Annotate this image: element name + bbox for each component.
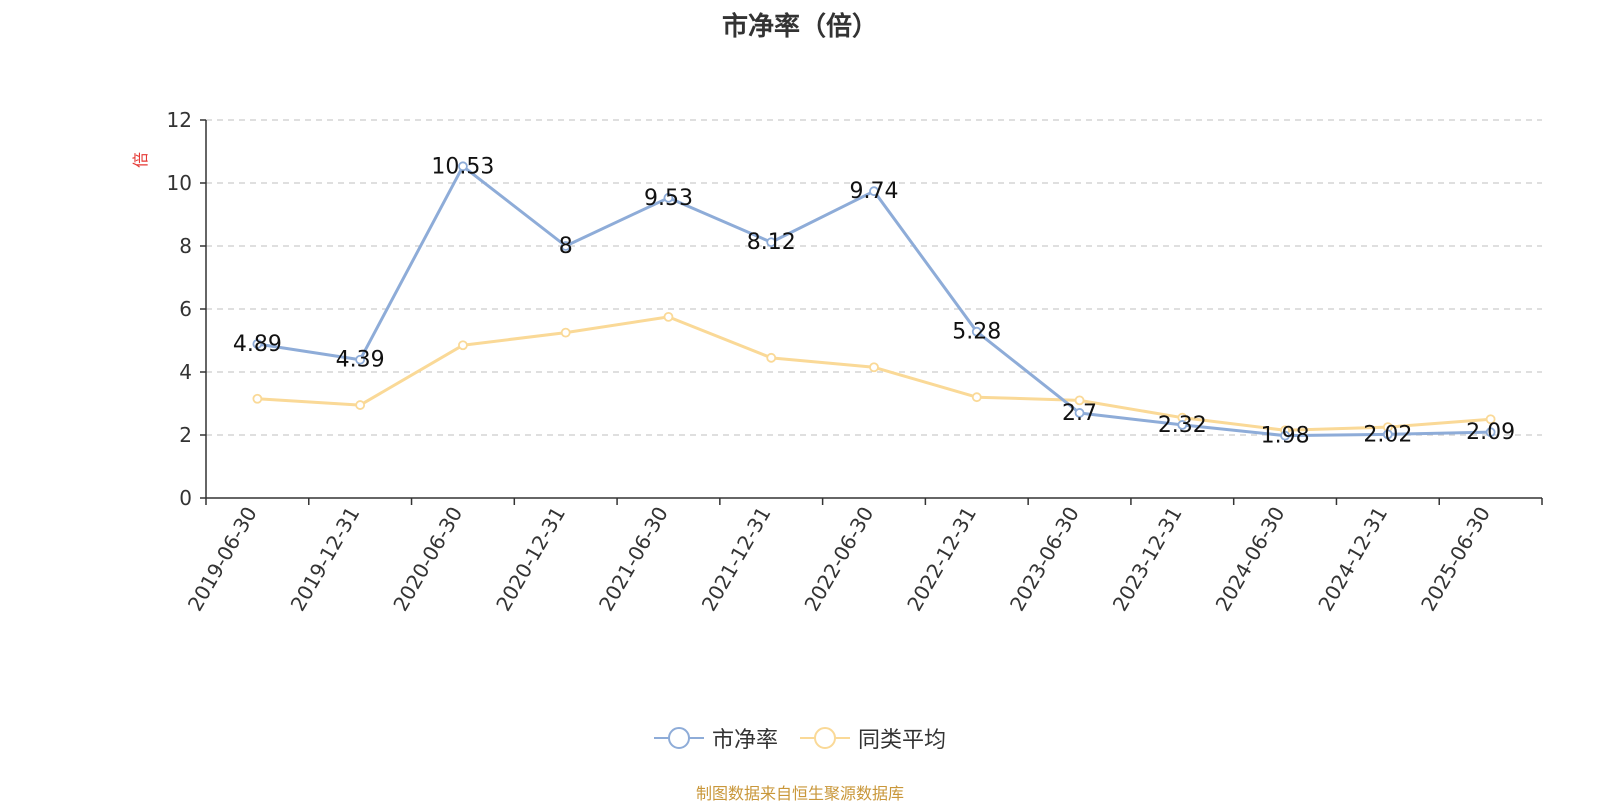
- legend-line-marker-icon: [653, 727, 704, 749]
- y-tick-label-0: 0: [179, 486, 192, 510]
- data-label-2: 10.53: [431, 154, 494, 179]
- data-point-s0-2[interactable]: [458, 161, 468, 172]
- x-tick-label-2: 2020-06-30: [388, 503, 467, 616]
- legend-label: 同类平均: [858, 728, 947, 753]
- data-point-s0-6[interactable]: [869, 186, 879, 197]
- data-label-0: 4.89: [233, 332, 282, 357]
- x-tick-label-4: 2021-06-30: [594, 503, 673, 616]
- data-label-6: 9.74: [850, 179, 899, 204]
- data-point-s0-1[interactable]: [355, 354, 366, 365]
- x-tick-label-10: 2024-06-30: [1211, 503, 1290, 616]
- data-point-s1-3[interactable]: [560, 327, 571, 338]
- data-point-s0-0[interactable]: [252, 339, 263, 349]
- y-tick-label-1: 2: [179, 423, 192, 447]
- y-tick-label-6: 12: [167, 108, 192, 132]
- data-point-s0-3[interactable]: [560, 241, 571, 251]
- x-tick-label-0: 2019-06-30: [183, 503, 262, 616]
- data-point-s0-5[interactable]: [766, 237, 777, 248]
- data-label-4: 9.53: [644, 186, 693, 211]
- data-source-note: 制图数据来自恒生聚源数据库: [695, 784, 904, 803]
- legend: 市净率 同类平均: [0, 722, 1600, 754]
- data-point-s1-7[interactable]: [971, 392, 982, 403]
- legend-line-marker-icon: [800, 727, 850, 749]
- series-line-0: [257, 164, 1491, 438]
- data-point-s1-1[interactable]: [355, 400, 366, 410]
- data-point-s0-7[interactable]: [971, 326, 982, 337]
- chart-title: 市净率（倍）: [721, 12, 878, 42]
- data-label-7: 5.28: [952, 320, 1001, 345]
- legend-label: 市净率: [711, 728, 778, 753]
- x-tick-label-9: 2023-12-31: [1108, 503, 1187, 616]
- data-point-s1-4[interactable]: [663, 311, 674, 322]
- x-tick-label-5: 2021-12-31: [697, 503, 776, 616]
- grid-lines: [206, 119, 1542, 436]
- data-point-s1-5[interactable]: [766, 352, 777, 363]
- data-label-12: 2.09: [1466, 420, 1515, 445]
- legend-item-series-1[interactable]: 同类平均: [800, 722, 946, 754]
- series-lines: [252, 161, 1496, 441]
- data-label-9: 2.32: [1158, 413, 1207, 438]
- data-point-s0-11[interactable]: [1382, 429, 1393, 440]
- data-point-s1-12[interactable]: [1485, 414, 1496, 425]
- data-label-11: 2.02: [1363, 422, 1412, 447]
- x-tick-label-8: 2023-06-30: [1005, 503, 1084, 616]
- data-label-10: 1.98: [1261, 424, 1310, 449]
- data-label-1: 4.39: [336, 348, 385, 373]
- data-label-3: 8: [559, 234, 573, 259]
- data-label-8: 2.7: [1062, 401, 1097, 426]
- x-tick-label-6: 2022-06-30: [799, 503, 878, 616]
- data-label-5: 8.12: [747, 230, 796, 255]
- y-tick-label-3: 6: [179, 297, 192, 321]
- y-tick-label-2: 4: [179, 360, 192, 384]
- x-tick-label-7: 2022-12-31: [902, 503, 981, 616]
- x-tick-label-3: 2020-12-31: [491, 503, 570, 616]
- y-tick-label-4: 8: [179, 234, 192, 258]
- data-point-s0-8[interactable]: [1074, 408, 1085, 418]
- data-point-s1-8[interactable]: [1074, 395, 1085, 406]
- series-line-1: [257, 315, 1491, 432]
- x-tick-label-12: 2025-06-30: [1416, 503, 1495, 616]
- data-point-s1-0[interactable]: [252, 393, 263, 404]
- data-point-s1-2[interactable]: [458, 340, 468, 351]
- y-tick-label-5: 10: [167, 171, 192, 195]
- data-point-s0-12[interactable]: [1485, 427, 1496, 438]
- data-point-s0-4[interactable]: [663, 192, 674, 203]
- y-axis-unit-label: 倍: [131, 152, 150, 168]
- data-point-s1-6[interactable]: [869, 362, 879, 373]
- data-labels: 4.89 4.39 10.53 8 9.53 8.12 9.74 5.28 2.7 2.32 1.9…: [233, 154, 1515, 448]
- data-point-s0-10[interactable]: [1280, 430, 1290, 441]
- x-tick-label-11: 2024-12-31: [1313, 503, 1392, 616]
- data-point-s0-9[interactable]: [1177, 420, 1188, 430]
- legend-item-series-0[interactable]: 市净率: [653, 722, 778, 754]
- x-tick-label-1: 2019-12-31: [286, 503, 365, 616]
